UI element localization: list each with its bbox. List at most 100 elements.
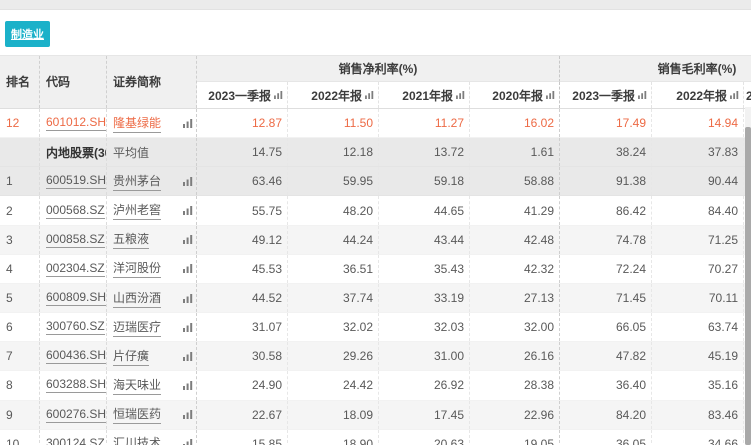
stock-code-link[interactable]: 600276.SH [46,406,107,423]
subcolumn-header-net-2[interactable]: 2021年报 [379,82,470,108]
stock-code-link[interactable]: 300124.SZ [46,436,105,445]
value-cell: 45.53 [197,254,288,283]
table-row: 12 601012.SH 隆基绿能 12.87 11.50 11.27 16.02 17.49… [0,109,751,139]
stock-name-link[interactable]: 山西汾酒 [113,289,162,308]
stock-name-link[interactable]: 洋河股份 [113,259,162,279]
code-cell: 002304.SZ [40,254,107,283]
value-cell: 32.02 [288,313,379,342]
bar-chart-icon[interactable] [183,293,193,303]
value-cell: 15.85 [197,429,288,445]
value-cell: 20.63 [379,429,470,445]
stock-name-link[interactable]: 恒瑞医药 [113,405,162,425]
table-row: 7 600436.SH 片仔癀 30.58 29.26 31.00 26.16 47.82 45… [0,342,751,372]
rank-cell: 6 [0,313,40,342]
value-cell: 59.18 [379,167,470,196]
value-cell: 91.38 [560,167,652,196]
bar-chart-icon[interactable] [274,91,283,99]
value-cell: 70.11 [652,283,744,313]
stock-code-link[interactable]: 600809.SH [46,290,107,307]
stock-code-link[interactable]: 600436.SH [46,348,107,365]
column-header-code[interactable]: 代码 [40,56,107,108]
bar-chart-icon[interactable] [183,380,193,390]
rank-cell: 3 [0,225,40,254]
name-cell: 汇川技术 [107,429,197,445]
table-header: 排名 代码 证券简称 销售净利率(%) 2023一季报 2022年报 2021年报 2… [0,55,751,109]
name-cell: 迈瑞医疗 [107,313,197,342]
code-cell: 600276.SH [40,400,107,429]
name-cell: 恒瑞医药 [107,400,197,429]
bar-chart-icon[interactable] [456,91,465,99]
value-cell: 31.07 [197,313,288,342]
rank-cell: 4 [0,254,40,283]
stock-code-link[interactable]: 603288.SH [46,377,107,394]
table-row: 5 600809.SH 山西汾酒 44.52 37.74 33.19 27.13 71.45 7… [0,283,751,314]
stock-code-link[interactable]: 000568.SZ [46,202,105,219]
stock-name-link[interactable]: 海天味业 [113,376,162,395]
value-cell: 37.83 [652,138,744,167]
stock-code-link[interactable]: 002304.SZ [46,260,105,277]
name-cell: 洋河股份 [107,254,197,283]
value-cell: 90.44 [652,167,744,196]
stock-name-link[interactable]: 隆基绿能 [113,114,162,133]
value-cell: 44.24 [288,225,379,254]
value-cell: 44.52 [197,283,288,313]
name-cell: 泸州老窖 [107,196,197,225]
value-cell: 71.25 [652,225,744,254]
bar-chart-icon[interactable] [183,410,193,420]
stock-name-link[interactable]: 汇川技术 [113,434,161,445]
value-cell: 11.50 [288,109,379,138]
stock-code-link[interactable]: 000858.SZ [46,231,105,248]
code-cell: 603288.SH [40,371,107,400]
stock-name-link[interactable]: 迈瑞医疗 [113,318,162,337]
scrollbar-thumb[interactable] [745,127,751,445]
subcolumn-label: 2022年报 [311,88,362,103]
stock-code-link[interactable]: 600519.SH [46,173,107,190]
value-cell: 72.24 [560,254,652,283]
stock-name-link[interactable]: 泸州老窖 [113,201,162,221]
bar-chart-icon[interactable] [183,351,193,361]
stock-name-label: 平均值 [113,145,150,160]
value-cell: 32.03 [379,313,470,342]
stock-name-link[interactable]: 片仔癀 [113,347,150,366]
bar-chart-icon[interactable] [730,91,739,99]
bar-chart-icon[interactable] [638,91,647,99]
stock-name-link[interactable]: 五粮液 [113,230,150,250]
subcolumn-label: 2023一季报 [572,88,635,103]
bar-chart-icon[interactable] [183,206,193,216]
stock-code-link[interactable]: 601012.SH [46,115,107,132]
value-cell: 42.48 [470,225,560,254]
stock-code-link[interactable]: 300760.SZ [46,319,105,336]
bar-chart-icon[interactable] [183,439,193,445]
industry-tag-button[interactable]: 制造业 [5,21,50,47]
stock-name-link[interactable]: 贵州茅台 [113,172,162,191]
code-cell: 600519.SH [40,167,107,196]
subcolumn-header-gross-2[interactable]: 2021年报 [744,82,751,108]
code-cell: 300760.SZ [40,313,107,342]
value-cell: 59.95 [288,167,379,196]
value-cell: 16.02 [470,109,560,138]
bar-chart-icon[interactable] [183,118,193,128]
vertical-scrollbar[interactable] [745,107,751,445]
column-header-rank[interactable]: 排名 [0,56,40,108]
subcolumn-header-gross-1[interactable]: 2022年报 [652,82,744,108]
bar-chart-icon[interactable] [365,91,374,99]
subcolumn-header-net-1[interactable]: 2022年报 [288,82,379,108]
group-net-profit-margin: 销售净利率(%) 2023一季报 2022年报 2021年报 2020年报 [197,56,560,108]
subheader-row-net-profit: 2023一季报 2022年报 2021年报 2020年报 [197,82,560,108]
bar-chart-icon[interactable] [183,235,193,245]
bar-chart-icon[interactable] [183,264,193,274]
bar-chart-icon[interactable] [546,91,555,99]
table-row: 6 300760.SZ 迈瑞医疗 31.07 32.02 32.03 32.00 66.05 6… [0,313,751,343]
value-cell: 11.27 [379,109,470,138]
bar-chart-icon[interactable] [183,176,193,186]
name-cell: 片仔癀 [107,342,197,371]
subcolumn-header-net-0[interactable]: 2023一季报 [197,82,288,108]
value-cell: 38.24 [560,138,652,167]
bar-chart-icon[interactable] [183,322,193,332]
subcolumn-header-net-3[interactable]: 2020年报 [470,82,560,108]
subcolumn-header-gross-0[interactable]: 2023一季报 [560,82,652,108]
column-header-name[interactable]: 证券简称 [107,56,197,108]
table-row: 3 000858.SZ 五粮液 49.12 44.24 43.44 42.48 74.78 71… [0,225,751,255]
group-title-net-profit-margin: 销售净利率(%) [197,56,560,82]
